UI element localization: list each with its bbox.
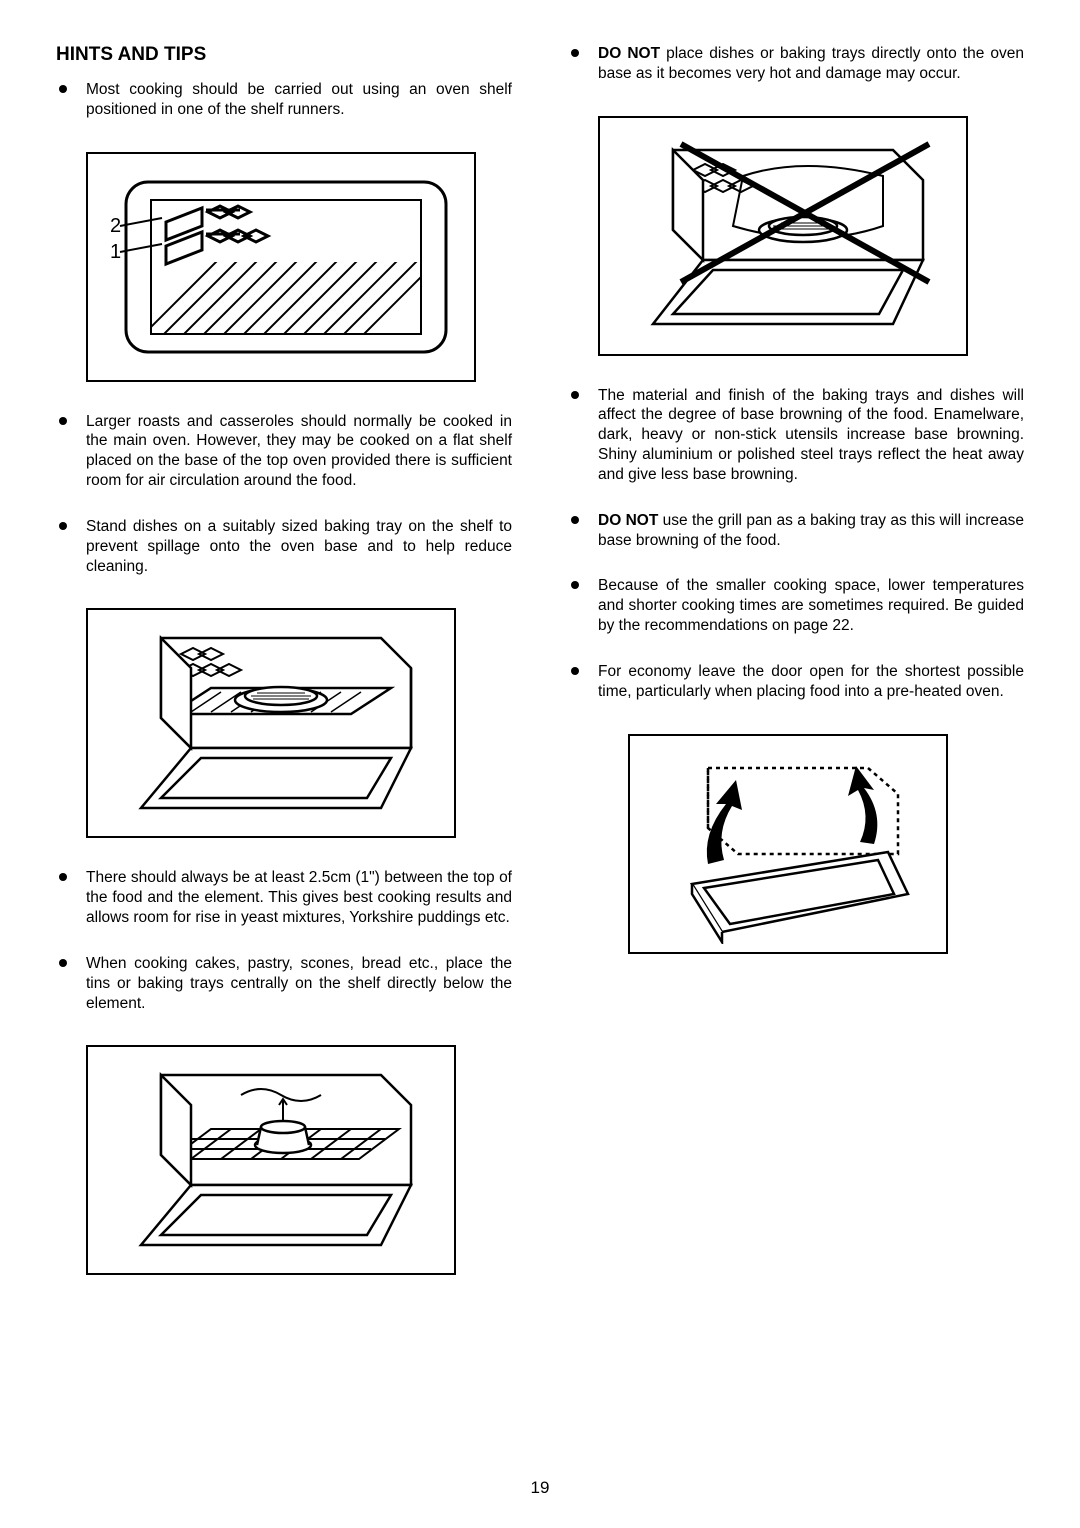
section-heading: HINTS AND TIPS: [56, 44, 512, 66]
bullet-item: DO NOT place dishes or baking trays dire…: [568, 44, 1024, 84]
bullet-text: use the grill pan as a baking tray as th…: [598, 512, 1024, 549]
oven-cake-svg: [101, 1055, 441, 1265]
figure-close-door: [628, 734, 948, 954]
bullet-item: The material and finish of the baking tr…: [568, 386, 1024, 485]
bullet-item: Most cooking should be carried out using…: [56, 80, 512, 120]
label-2: 2: [110, 215, 121, 237]
bullet-item: Stand dishes on a suitably sized baking …: [56, 517, 512, 576]
left-bullet-list-3: There should always be at least 2.5cm (1…: [56, 868, 512, 1039]
bullet-item: For economy leave the door open for the …: [568, 662, 1024, 702]
right-column: DO NOT place dishes or baking trays dire…: [568, 44, 1024, 1305]
bullet-item: Because of the smaller cooking space, lo…: [568, 576, 1024, 635]
oven-tray-svg: [101, 618, 441, 828]
left-bullet-list-2: Larger roasts and casseroles should norm…: [56, 412, 512, 603]
bullet-item: When cooking cakes, pastry, scones, brea…: [56, 954, 512, 1013]
figure-cake-centered: [86, 1045, 456, 1275]
right-bullet-list: DO NOT place dishes or baking trays dire…: [568, 44, 1024, 110]
figure-shelf-runners: 2 1: [86, 152, 476, 382]
figure-dish-on-tray: [86, 608, 456, 838]
figure-do-not-base: [598, 116, 968, 356]
bullet-item: There should always be at least 2.5cm (1…: [56, 868, 512, 927]
oven-runners-svg: 2 1: [96, 162, 466, 372]
right-bullet-list-2: The material and finish of the baking tr…: [568, 386, 1024, 728]
do-not-label: DO NOT: [598, 45, 660, 62]
left-bullet-list: Most cooking should be carried out using…: [56, 80, 512, 146]
left-column: HINTS AND TIPS Most cooking should be ca…: [56, 44, 512, 1305]
bullet-text: place dishes or baking trays directly on…: [598, 45, 1024, 82]
bullet-item: Larger roasts and casseroles should norm…: [56, 412, 512, 491]
bullet-item: DO NOT use the grill pan as a baking tra…: [568, 511, 1024, 551]
door-arrows-svg: [638, 744, 938, 944]
do-not-label: DO NOT: [598, 512, 658, 529]
label-1: 1: [110, 241, 121, 263]
oven-cross-svg: [613, 126, 953, 346]
content-columns: HINTS AND TIPS Most cooking should be ca…: [56, 44, 1024, 1305]
page-number: 19: [0, 1478, 1080, 1498]
